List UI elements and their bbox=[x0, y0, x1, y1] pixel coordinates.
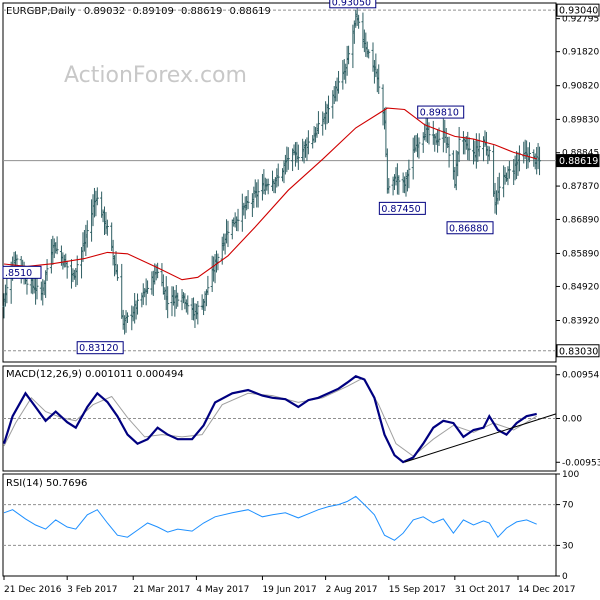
macd-panel: MACD(12,26,9) 0.001011 0.000494 0.009540… bbox=[2, 365, 600, 472]
x-tick-label: 3 Feb 2017 bbox=[67, 585, 117, 595]
x-tick-label: 31 Oct 2017 bbox=[455, 585, 511, 595]
price-title: EURGBP,Daily 0.89032 0.89109 0.88619 0.8… bbox=[6, 6, 271, 17]
price-axis-box-frame bbox=[556, 154, 600, 168]
x-tick-label: 21 Dec 2016 bbox=[4, 585, 62, 595]
price-annotation-box bbox=[417, 105, 465, 119]
price-annotation-box bbox=[2, 265, 42, 279]
price-y-tick-label: 0.85890 bbox=[562, 249, 599, 259]
price-bars bbox=[2, 7, 542, 335]
rsi-panel-frame bbox=[2, 473, 557, 577]
price-y-tick-label: 0.91820 bbox=[562, 48, 599, 58]
price-annotation-label: 0.86880 bbox=[449, 223, 488, 234]
ohlc-open: 0.89032 bbox=[84, 6, 125, 17]
macd-title: MACD(12,26,9) 0.001011 0.000494 bbox=[6, 369, 184, 380]
price-annotation-label: 0.87450 bbox=[381, 204, 420, 215]
price-y-tick-label: 0.86890 bbox=[562, 215, 599, 225]
watermark: ActionForex.com bbox=[64, 63, 247, 88]
price-annotation-label: 0.83120 bbox=[79, 343, 118, 354]
price-annotations: 0.93050 0.87450 0.89810 0.86880 0.83120 .8510 bbox=[2, 0, 494, 355]
price-axis-box-label: 0.88619 bbox=[559, 156, 598, 167]
price-axis-box: 0.88619 bbox=[556, 154, 600, 168]
rsi-y-tick-label: 100 bbox=[562, 470, 579, 480]
ohlc-close: 0.88619 bbox=[230, 6, 271, 17]
ohlc-low: 0.88619 bbox=[181, 6, 222, 17]
price-annotation: 0.87450 bbox=[378, 201, 426, 215]
x-tick-label: 21 Mar 2017 bbox=[133, 585, 190, 595]
x-axis: 21 Dec 2016 3 Feb 2017 21 Mar 2017 4 May 20… bbox=[3, 576, 576, 595]
macd-signal-line bbox=[3, 377, 537, 457]
price-y-tick-label: 0.88845 bbox=[562, 149, 599, 159]
x-tick-label: 19 Jun 2017 bbox=[262, 585, 316, 595]
rsi-y-tick-label: 30 bbox=[562, 541, 574, 551]
rsi-y-tick-label: 70 bbox=[562, 501, 574, 511]
macd-y-tick-label: -0.009538 bbox=[562, 458, 600, 468]
price-annotation: 0.93050 bbox=[329, 0, 377, 9]
price-axis-box-label: 0.93040 bbox=[559, 6, 598, 17]
price-axis-box: 0.83030 bbox=[556, 344, 600, 358]
price-panel-frame bbox=[2, 2, 557, 363]
price-panel: ActionForex.com EURGBP,Daily 0.89032 0.8… bbox=[2, 0, 600, 363]
price-annotation: 0.86880 bbox=[446, 221, 494, 235]
rsi-panel: RSI(14) 50.7696 100 70 30 0 bbox=[2, 470, 579, 582]
price-annotation-label: 0.93050 bbox=[332, 0, 371, 8]
price-axis-box-label: 0.83030 bbox=[559, 346, 598, 357]
price-y-tick-label: 0.92795 bbox=[562, 15, 599, 25]
moving-average-line bbox=[3, 107, 537, 281]
price-annotation-label: 0.89810 bbox=[420, 108, 459, 119]
macd-y-tick-label: 0.00954 bbox=[562, 371, 599, 381]
price-axis-boxes: 0.93040 0.83030 0.88619 bbox=[556, 3, 600, 358]
price-annotation-label: .8510 bbox=[5, 268, 32, 279]
price-symbol-label: EURGBP,Daily bbox=[6, 6, 76, 17]
price-axis-box: 0.93040 bbox=[556, 3, 600, 17]
price-y-tick-label: 0.83920 bbox=[562, 316, 599, 326]
macd-line bbox=[2, 375, 537, 464]
price-annotation-box bbox=[76, 341, 124, 355]
price-annotation-box bbox=[446, 221, 494, 235]
price-annotation: 0.83120 bbox=[76, 341, 124, 355]
price-annotation-box bbox=[378, 201, 426, 215]
price-annotation-box bbox=[329, 0, 377, 9]
x-tick-label: 4 May 2017 bbox=[196, 585, 249, 595]
macd-y-axis: 0.00954 0.00 -0.009538 bbox=[3, 371, 600, 468]
x-tick-label: 15 Sep 2017 bbox=[389, 585, 446, 595]
price-axis-box-frame bbox=[556, 3, 600, 17]
rsi-y-axis: 100 70 30 0 bbox=[3, 470, 579, 582]
rsi-line bbox=[3, 495, 537, 541]
rsi-title: RSI(14) 50.7696 bbox=[6, 478, 87, 489]
macd-y-tick-label: 0.00 bbox=[562, 415, 582, 425]
price-y-tick-label: 0.87870 bbox=[562, 182, 599, 192]
price-y-tick-label: 0.90820 bbox=[562, 82, 599, 92]
price-axis-box-frame bbox=[556, 344, 600, 358]
macd-trendline bbox=[404, 413, 557, 463]
x-tick-label: 14 Dec 2017 bbox=[518, 585, 576, 595]
price-y-tick-label: 0.84920 bbox=[562, 282, 599, 292]
price-annotation: 0.89810 bbox=[417, 105, 465, 119]
ohlc-high: 0.89109 bbox=[132, 6, 173, 17]
x-tick-label: 2 Aug 2017 bbox=[326, 585, 378, 595]
price-y-tick-label: 0.89830 bbox=[562, 115, 599, 125]
price-annotation: .8510 bbox=[2, 265, 42, 279]
rsi-y-tick-label: 0 bbox=[562, 572, 568, 582]
price-y-axis: 0.83030 0.83920 0.84920 0.85890 0.86890 0.878… bbox=[556, 15, 599, 357]
